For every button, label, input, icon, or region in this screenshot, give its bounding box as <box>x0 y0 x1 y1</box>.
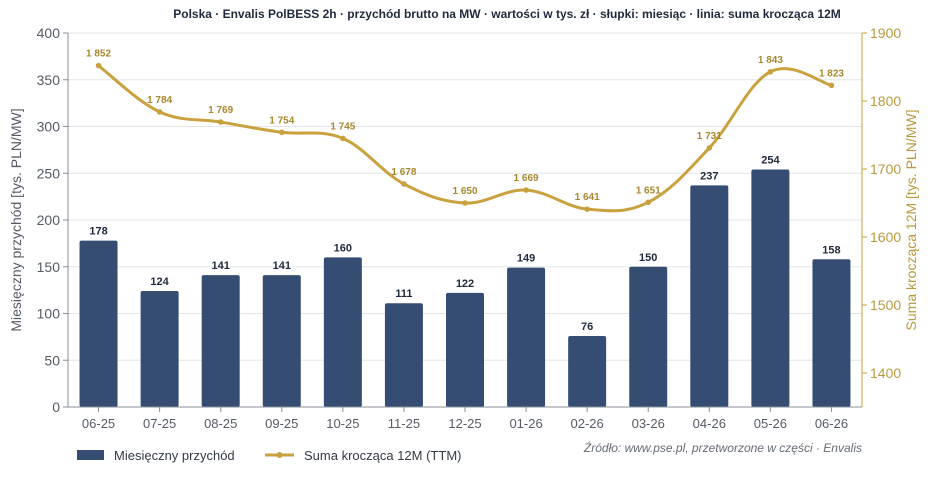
legend-label-bar: Miesięczny przychód <box>114 448 235 463</box>
bar-value-label: 141 <box>273 260 291 272</box>
legend: Miesięczny przychód Suma krocząca 12M (T… <box>77 448 461 463</box>
y-tick-label-left: 0 <box>52 399 60 415</box>
y-tick-label-left: 350 <box>37 72 61 88</box>
ttm-value-label: 1 843 <box>758 55 783 66</box>
bars <box>79 169 851 407</box>
bar-08-25 <box>201 275 240 407</box>
x-tick-label: 12-25 <box>448 416 481 431</box>
bar-value-label: 149 <box>517 253 535 265</box>
ttm-value-label: 1 823 <box>819 68 844 79</box>
bar-value-label: 76 <box>581 321 593 333</box>
bar-04-26 <box>690 185 729 407</box>
ttm-value-label: 1 745 <box>330 121 355 132</box>
ttm-value-label: 1 678 <box>391 167 416 178</box>
ttm-value-label: 1 651 <box>636 185 661 196</box>
bar-06-26 <box>812 259 851 407</box>
y-tick-label-left: 150 <box>37 259 61 275</box>
ttm-point-09-25 <box>278 129 285 136</box>
y-tick-label-right: 1700 <box>870 161 901 177</box>
bar-value-label: 158 <box>822 244 840 256</box>
ttm-point-06-26 <box>828 82 835 89</box>
bar-03-26 <box>629 266 668 407</box>
x-tick-label: 06-26 <box>815 416 848 431</box>
y-tick-label-left: 250 <box>37 165 61 181</box>
ttm-value-label: 1 669 <box>514 173 539 184</box>
x-tick-label: 03-26 <box>632 416 665 431</box>
y-tick-label-left: 200 <box>37 212 61 228</box>
ttm-point-12-25 <box>462 200 468 206</box>
x-tick-label: 04-26 <box>693 416 726 431</box>
bar-labels: 178 124 141 141 160 111 122 149 76 150 237 254 158 <box>89 155 840 333</box>
ttm-point-03-26 <box>645 199 652 206</box>
bar-11-25 <box>384 303 423 407</box>
bar-value-label: 178 <box>89 226 107 238</box>
x-tick-label: 10-25 <box>326 416 359 431</box>
ttm-value-label: 1 852 <box>86 49 111 60</box>
ttm-value-label: 1 731 <box>697 131 722 142</box>
ttm-value-label: 1 784 <box>147 95 172 106</box>
ttm-point-02-26 <box>584 206 590 212</box>
bar-01-26 <box>507 267 546 407</box>
bar-value-label: 124 <box>150 276 169 288</box>
y-axis-label-right: Suma krocząca 12M [tys. PLN/MW] <box>903 110 919 331</box>
x-tick-label: 06-25 <box>82 416 115 431</box>
y-tick-label-left: 100 <box>37 306 61 322</box>
bar-06-25 <box>79 240 118 407</box>
legend-swatch-marker <box>276 452 283 458</box>
bar-value-label: 237 <box>700 170 718 182</box>
x-tick-label: 09-25 <box>265 416 298 431</box>
bar-12-25 <box>446 292 484 407</box>
y-tick-label-right: 1600 <box>870 229 901 245</box>
bar-10-25 <box>323 257 362 407</box>
y-tick-label-right: 1400 <box>870 365 901 381</box>
bar-value-label: 122 <box>456 278 474 290</box>
chart-title: Polska · Envalis PolBESS 2h · przychód b… <box>173 7 841 21</box>
ttm-point-11-25 <box>401 181 407 187</box>
ttm-point-04-26 <box>706 145 713 151</box>
y-tick-label-left: 300 <box>37 119 61 135</box>
bar-value-label: 160 <box>334 242 352 254</box>
x-tick-label: 01-26 <box>509 416 542 431</box>
y-tick-label-right: 1800 <box>870 93 901 109</box>
grid <box>68 32 862 361</box>
bar-09-25 <box>262 275 301 407</box>
x-tick-label: 08-25 <box>204 416 237 431</box>
ttm-value-label: 1 754 <box>269 115 294 126</box>
y-tick-label-left: 50 <box>44 352 60 368</box>
ttm-value-label: 1 641 <box>575 192 600 203</box>
axes: 0 50 100 150 200 250 300 350 400 1400 1500 1600 1700… <box>37 25 902 431</box>
bar-05-26 <box>751 169 790 407</box>
bar-value-label: 141 <box>212 260 230 272</box>
bar-value-label: 150 <box>639 252 657 264</box>
ttm-point-08-25 <box>217 119 224 125</box>
ttm-point-06-25 <box>95 62 102 69</box>
source-note: Źródło: www.pse.pl, przetworzone w częśc… <box>583 440 862 455</box>
legend-swatch-bar <box>77 450 104 460</box>
bar-07-25 <box>140 291 179 407</box>
y-axis-label-left: Miesięczny przychód [tys. PLN/MW] <box>8 108 24 331</box>
ttm-line-layer: 1 852 1 784 1 769 1 754 1 745 1 678 1 650 1 669… <box>86 49 844 213</box>
ttm-point-07-25 <box>156 109 163 115</box>
bar-value-label: 254 <box>761 155 780 167</box>
ttm-point-10-25 <box>340 135 346 142</box>
x-tick-label: 02-26 <box>571 416 604 431</box>
x-tick-label: 07-25 <box>143 416 176 431</box>
legend-label-line: Suma krocząca 12M (TTM) <box>304 448 461 463</box>
y-tick-label-left: 400 <box>37 25 61 41</box>
y-tick-label-right: 1500 <box>870 297 901 313</box>
ttm-point-01-26 <box>523 187 529 193</box>
bar-value-label: 111 <box>395 288 412 300</box>
ttm-point-05-26 <box>767 68 774 75</box>
ttm-value-label: 1 650 <box>452 186 477 197</box>
x-tick-label: 11-25 <box>388 416 420 431</box>
ttm-value-label: 1 769 <box>208 105 233 116</box>
y-tick-label-right: 1900 <box>870 25 901 41</box>
bar-02-26 <box>568 335 607 407</box>
x-tick-label: 05-26 <box>754 416 787 431</box>
